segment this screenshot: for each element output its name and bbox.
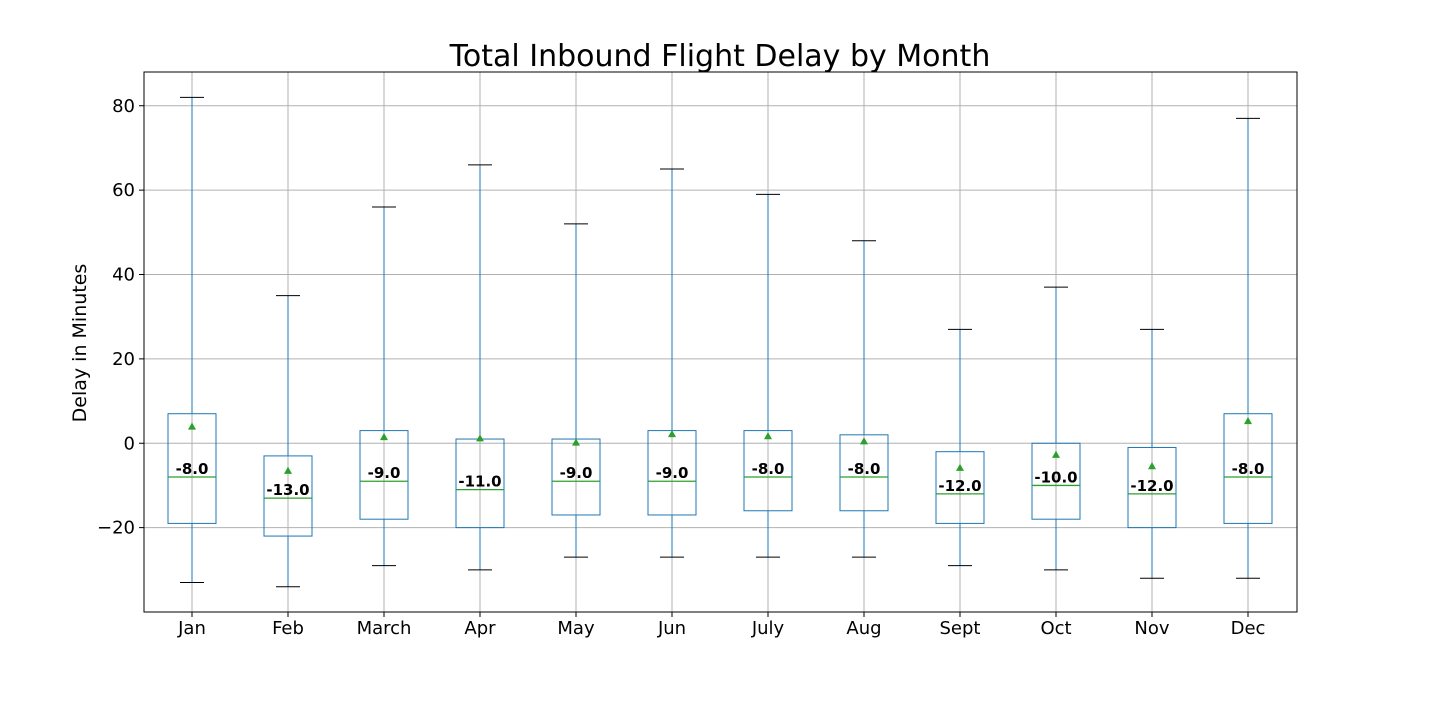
x-tick-label: July <box>751 618 785 639</box>
box-group-march <box>359 206 409 567</box>
mean-marker <box>764 432 772 440</box>
x-tick-label: March <box>357 618 412 639</box>
grid-layer <box>139 72 1297 617</box>
x-tick-label: Nov <box>1134 618 1169 639</box>
chart-title: Total Inbound Flight Delay by Month <box>449 39 991 74</box>
y-axis-label: Delay in Minutes <box>69 264 91 423</box>
x-tick-label: Sept <box>940 618 981 639</box>
median-value-label: -11.0 <box>458 473 501 491</box>
median-value-label: -8.0 <box>176 460 209 478</box>
iqr-box <box>935 451 985 524</box>
box-group-oct <box>1031 286 1081 571</box>
x-tick-label: Feb <box>272 618 304 639</box>
median-value-label: -12.0 <box>938 477 981 495</box>
box-group-sept <box>935 328 985 567</box>
y-tick-label: 80 <box>112 96 135 117</box>
iqr-box <box>1031 442 1081 520</box>
median-value-label: -8.0 <box>1232 460 1265 478</box>
mean-marker <box>1052 450 1060 458</box>
iqr-box <box>359 430 409 520</box>
iqr-box <box>1223 413 1273 524</box>
median-value-label: -10.0 <box>1034 468 1077 486</box>
y-tick-label: 20 <box>112 349 135 370</box>
box-group-jun <box>647 168 697 558</box>
x-tick-label: Dec <box>1231 618 1266 639</box>
iqr-box <box>839 434 889 512</box>
iqr-box <box>743 430 793 512</box>
median-value-label: -13.0 <box>266 481 309 499</box>
box-group-may <box>551 223 601 558</box>
mean-marker <box>476 434 484 442</box>
iqr-box <box>167 413 217 524</box>
mean-marker <box>956 463 964 471</box>
median-value-label: -9.0 <box>656 464 689 482</box>
iqr-box <box>1127 446 1177 529</box>
mean-marker <box>572 438 580 446</box>
mean-marker <box>380 432 388 441</box>
box-group-dec <box>1223 117 1273 579</box>
y-tick-label: 0 <box>124 433 135 454</box>
plot-frame <box>143 71 1298 613</box>
median-value-label: -8.0 <box>848 460 881 478</box>
median-value-label: -9.0 <box>368 464 401 482</box>
median-value-label: -8.0 <box>752 460 785 478</box>
box-group-july <box>743 193 793 558</box>
y-tick-label: −20 <box>97 518 135 539</box>
box-group-aug <box>839 240 889 558</box>
y-tick-label: 60 <box>112 180 135 201</box>
iqr-box <box>263 455 313 537</box>
mean-marker <box>188 422 196 430</box>
mean-marker <box>860 437 868 445</box>
x-tick-label: Jun <box>657 618 686 639</box>
y-tick-label: 40 <box>112 265 135 286</box>
x-tick-label: Oct <box>1040 618 1071 639</box>
mean-marker <box>1244 416 1252 425</box>
box-group-nov <box>1127 328 1177 579</box>
x-tick-label: Jan <box>177 618 206 639</box>
box-group-apr <box>455 164 505 571</box>
x-tick-label: Aug <box>846 618 881 639</box>
mean-marker <box>668 429 676 438</box>
mean-marker <box>284 466 292 474</box>
box-group-feb <box>263 295 313 588</box>
labels-layer: −20 0 20 40 60 80 Jan Feb March Apr May Jun July Aug S… <box>97 96 1265 639</box>
median-value-label: -12.0 <box>1130 477 1173 495</box>
median-value-label: -9.0 <box>560 464 593 482</box>
box-group-jan <box>167 96 217 583</box>
boxes-layer <box>167 96 1273 588</box>
x-tick-label: Apr <box>464 618 496 639</box>
x-tick-label: May <box>557 618 595 639</box>
mean-marker <box>1148 462 1156 470</box>
